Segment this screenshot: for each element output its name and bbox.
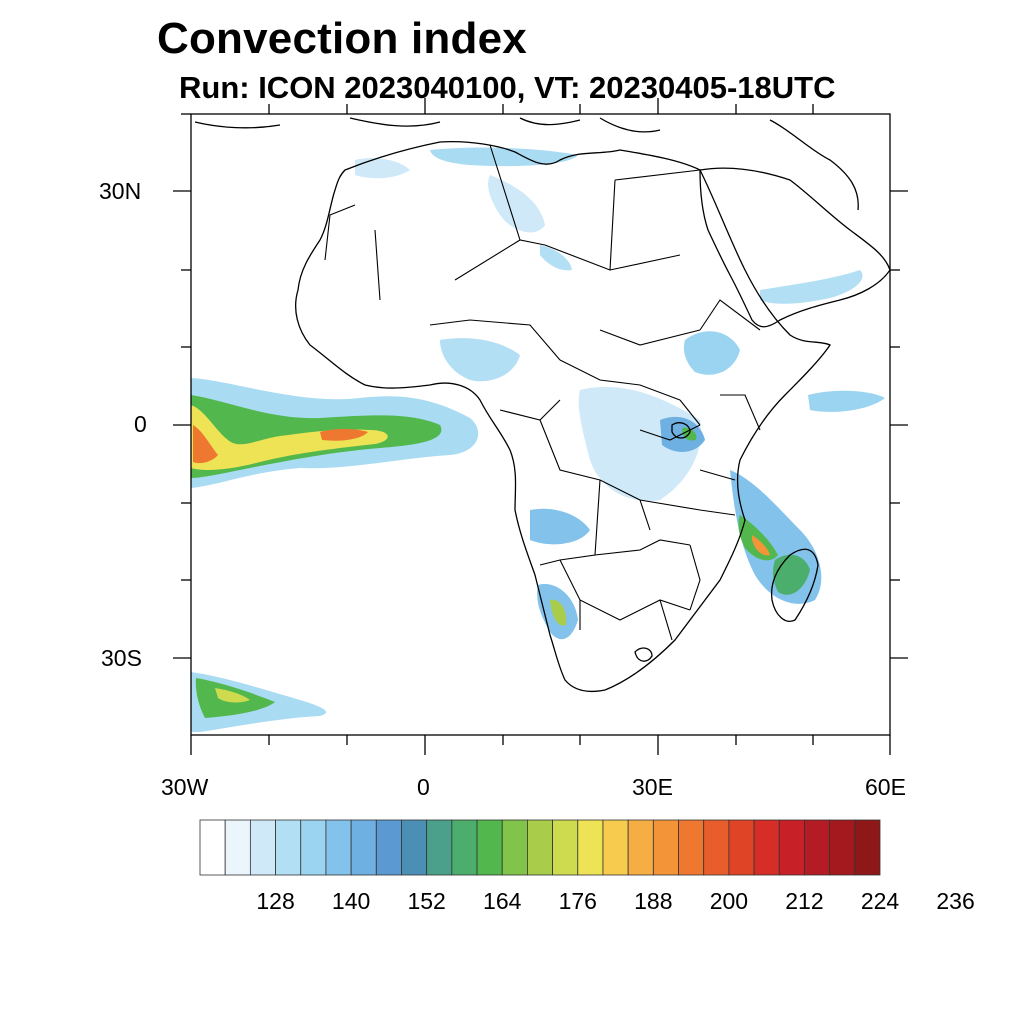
lesotho-border <box>634 647 653 662</box>
convection-area-ethiopia <box>683 331 740 375</box>
colorbar-box <box>476 819 503 876</box>
colorbar-tick-label: 140 <box>331 888 371 914</box>
colorbar-box <box>325 819 352 876</box>
lon-label-30e: 30E <box>632 774 673 800</box>
colorbar-box <box>275 819 302 876</box>
convection-area-atlantic-max <box>193 425 218 464</box>
colorbar-tick-label: 212 <box>785 888 824 914</box>
convection-area-atlantic-max-2 <box>320 429 368 441</box>
gulf-coastline <box>769 119 859 211</box>
colorbar-box <box>501 819 528 876</box>
colorbar-box <box>199 819 226 876</box>
colorbar-box <box>829 819 856 876</box>
colorbar-box <box>249 819 276 876</box>
arabia-coastline <box>699 167 890 328</box>
colorbar-box <box>627 819 654 876</box>
convection-area-libya <box>488 175 545 233</box>
convection-area-nigeria <box>440 338 520 382</box>
convection-area-mozambique-core <box>738 515 778 561</box>
colorbar-tick-label: 128 <box>256 888 295 914</box>
convection-area-atlantic-hot <box>191 405 388 470</box>
convection-area-congo <box>578 386 701 501</box>
coastlines-and-borders <box>194 117 890 693</box>
chart-title: Convection index <box>157 14 527 63</box>
colorbar-tick-label: 176 <box>558 888 597 914</box>
convection-area-mediterranean <box>430 147 578 167</box>
colorbar-box <box>451 819 478 876</box>
colorbar-box <box>854 819 881 876</box>
colorbar-tick-label: 152 <box>407 888 446 914</box>
colorbar-box <box>300 819 327 876</box>
lon-label-30w: 30W <box>161 774 209 800</box>
lat-label-30n: 30N <box>99 178 142 204</box>
colorbar-box <box>753 819 780 876</box>
africa-coastline <box>295 140 831 693</box>
colorbar-box <box>602 819 629 876</box>
colorbar-box <box>401 819 428 876</box>
convection-area-somali-sea <box>808 390 885 412</box>
colorbar-tick-label: 236 <box>936 888 975 914</box>
colorbar <box>199 819 881 876</box>
colorbar-box <box>426 819 453 876</box>
lake-victoria-outline <box>671 422 691 439</box>
lat-label-30s: 30S <box>101 645 142 671</box>
colorbar-box <box>678 819 705 876</box>
colorbar-box <box>728 819 755 876</box>
convection-area-south-atlantic-hot <box>215 688 250 703</box>
lon-label-0: 0 <box>417 774 430 800</box>
chart-subtitle: Run: ICON 2023040100, VT: 20230405-18UTC <box>179 70 836 105</box>
europe-coastline <box>194 117 661 133</box>
colorbar-box <box>375 819 402 876</box>
colorbar-box <box>527 819 553 876</box>
lon-label-60e: 60E <box>865 774 906 800</box>
colorbar-tick-label: 224 <box>860 888 900 914</box>
convection-area-arabia <box>760 270 863 304</box>
colorbar-box <box>552 819 579 876</box>
colorbar-box <box>577 819 604 876</box>
colorbar-box <box>778 819 805 876</box>
colorbar-tick-label: 188 <box>634 888 673 914</box>
colorbar-box <box>804 819 831 876</box>
map-ticks <box>173 98 908 755</box>
convection-area-chad <box>540 245 572 271</box>
convection-area-lake-victoria <box>660 416 705 452</box>
colorbar-box <box>703 819 730 876</box>
convection-field <box>191 147 885 732</box>
convection-area-angola <box>530 508 590 545</box>
colorbar-tick-label: 164 <box>483 888 522 914</box>
colorbar-box <box>224 819 251 876</box>
convection-area-mozambique-hot <box>752 535 770 556</box>
convection-area-algeria <box>355 158 410 179</box>
convection-area-namibia-core <box>550 599 567 626</box>
lat-label-0: 0 <box>134 411 147 437</box>
colorbar-box <box>652 819 679 876</box>
colorbar-tick-label: 200 <box>709 888 749 914</box>
country-borders <box>324 144 761 641</box>
colorbar-box <box>350 819 377 876</box>
madagascar-coastline <box>770 548 819 622</box>
